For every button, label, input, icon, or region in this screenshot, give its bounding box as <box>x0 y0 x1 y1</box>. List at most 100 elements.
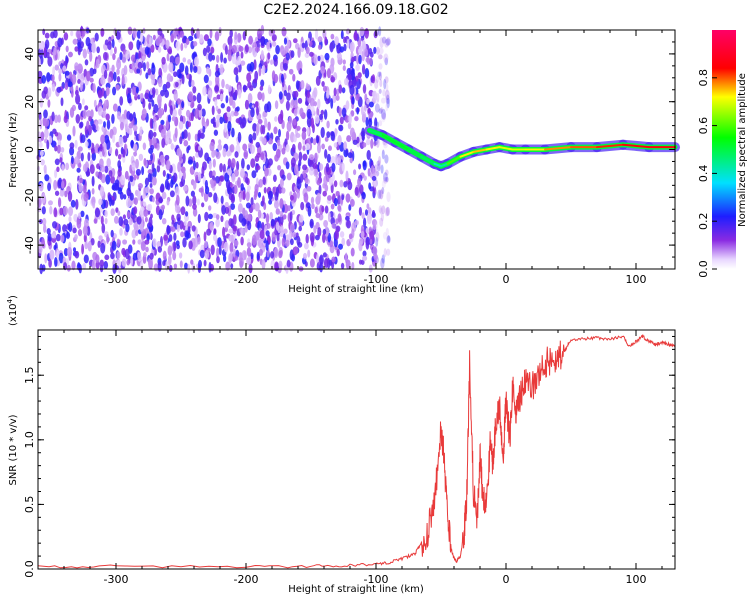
noise-speckle <box>279 198 284 209</box>
noise-speckle <box>223 122 227 133</box>
noise-speckle <box>178 252 183 259</box>
noise-speckle <box>375 228 379 235</box>
noise-speckle <box>74 46 79 52</box>
noise-speckle <box>372 167 376 174</box>
noise-speckle <box>254 202 260 212</box>
noise-speckle <box>326 153 331 163</box>
noise-speckle <box>304 177 309 184</box>
noise-speckle <box>151 162 155 173</box>
noise-speckle <box>116 251 121 259</box>
noise-speckle <box>181 101 185 109</box>
noise-speckle <box>366 213 372 225</box>
noise-speckle <box>285 144 290 153</box>
noise-speckle <box>117 160 122 169</box>
noise-speckle <box>361 63 366 75</box>
noise-speckle <box>365 138 371 146</box>
noise-speckle <box>83 184 87 194</box>
noise-speckle <box>326 131 331 138</box>
noise-speckle <box>314 206 318 214</box>
snr-x-ticks: -300 -200 -100 0 100 <box>37 330 663 586</box>
noise-speckle <box>192 203 197 210</box>
noise-speckle <box>354 186 359 196</box>
signal-core <box>472 148 488 153</box>
noise-speckle <box>260 152 265 161</box>
noise-speckle <box>179 136 183 145</box>
noise-speckle <box>226 106 231 113</box>
noise-speckle <box>242 143 248 151</box>
noise-speckle <box>184 211 189 217</box>
noise-speckle <box>133 222 139 230</box>
noise-speckle <box>86 110 92 118</box>
noise-speckle <box>113 215 119 224</box>
noise-speckle <box>144 216 148 223</box>
noise-speckle <box>38 245 43 254</box>
noise-speckle <box>192 195 197 206</box>
noise-speckle <box>297 141 302 151</box>
noise-speckle <box>132 143 138 152</box>
noise-speckle <box>250 107 255 118</box>
noise-speckle <box>269 251 275 259</box>
noise-speckle <box>372 90 378 102</box>
noise-speckle <box>375 236 379 247</box>
x-tick-label: -100 <box>364 273 389 286</box>
noise-speckle <box>74 89 79 96</box>
noise-speckle <box>84 59 89 66</box>
noise-speckle <box>306 126 310 136</box>
noise-speckle <box>374 103 380 113</box>
noise-speckle <box>220 215 224 223</box>
noise-speckle <box>209 178 215 186</box>
noise-speckle <box>280 73 284 83</box>
noise-speckle <box>379 189 384 200</box>
noise-speckle <box>143 158 147 166</box>
noise-speckle <box>157 94 162 106</box>
noise-speckle <box>51 74 55 83</box>
noise-speckle <box>227 52 232 62</box>
noise-speckle <box>231 157 236 169</box>
noise-speckle <box>189 62 193 73</box>
noise-speckle <box>170 143 174 150</box>
noise-speckle <box>203 241 208 249</box>
noise-speckle <box>38 47 44 59</box>
noise-speckle <box>278 128 281 138</box>
noise-speckle <box>229 144 235 153</box>
noise-speckle <box>214 70 220 78</box>
noise-speckle <box>104 165 109 174</box>
noise-speckle <box>310 196 315 205</box>
snr-multiplier-label: (x104) <box>6 295 19 326</box>
noise-speckle <box>56 166 60 173</box>
noise-speckle <box>264 166 269 177</box>
noise-speckle <box>290 50 295 58</box>
noise-speckle <box>126 110 131 120</box>
noise-speckle <box>201 108 206 117</box>
noise-speckle <box>327 232 332 243</box>
noise-speckle <box>385 94 390 105</box>
noise-speckle <box>74 250 80 259</box>
noise-speckle <box>111 64 115 73</box>
noise-speckle <box>103 142 107 154</box>
noise-speckle <box>219 93 224 101</box>
noise-speckle <box>76 30 82 39</box>
noise-speckle <box>150 153 153 162</box>
noise-speckle <box>131 86 136 95</box>
noise-speckle <box>144 46 150 55</box>
noise-speckle <box>152 34 156 41</box>
noise-speckle <box>245 176 249 184</box>
noise-speckle <box>318 171 322 178</box>
noise-speckle <box>255 141 261 148</box>
noise-speckle <box>92 201 96 209</box>
noise-speckle <box>53 207 58 218</box>
noise-speckle <box>128 122 134 129</box>
noise-speckle <box>246 63 252 72</box>
noise-speckle <box>86 70 91 82</box>
noise-speckle <box>43 47 47 58</box>
noise-speckle <box>91 42 97 54</box>
noise-speckle <box>321 80 325 87</box>
noise-speckle <box>331 256 336 263</box>
noise-speckle <box>124 170 129 180</box>
noise-speckle <box>324 149 328 159</box>
noise-speckle <box>123 65 128 76</box>
noise-speckle <box>377 189 382 200</box>
noise-speckle <box>198 187 204 193</box>
noise-speckle <box>179 30 185 38</box>
noise-speckle <box>339 46 345 53</box>
